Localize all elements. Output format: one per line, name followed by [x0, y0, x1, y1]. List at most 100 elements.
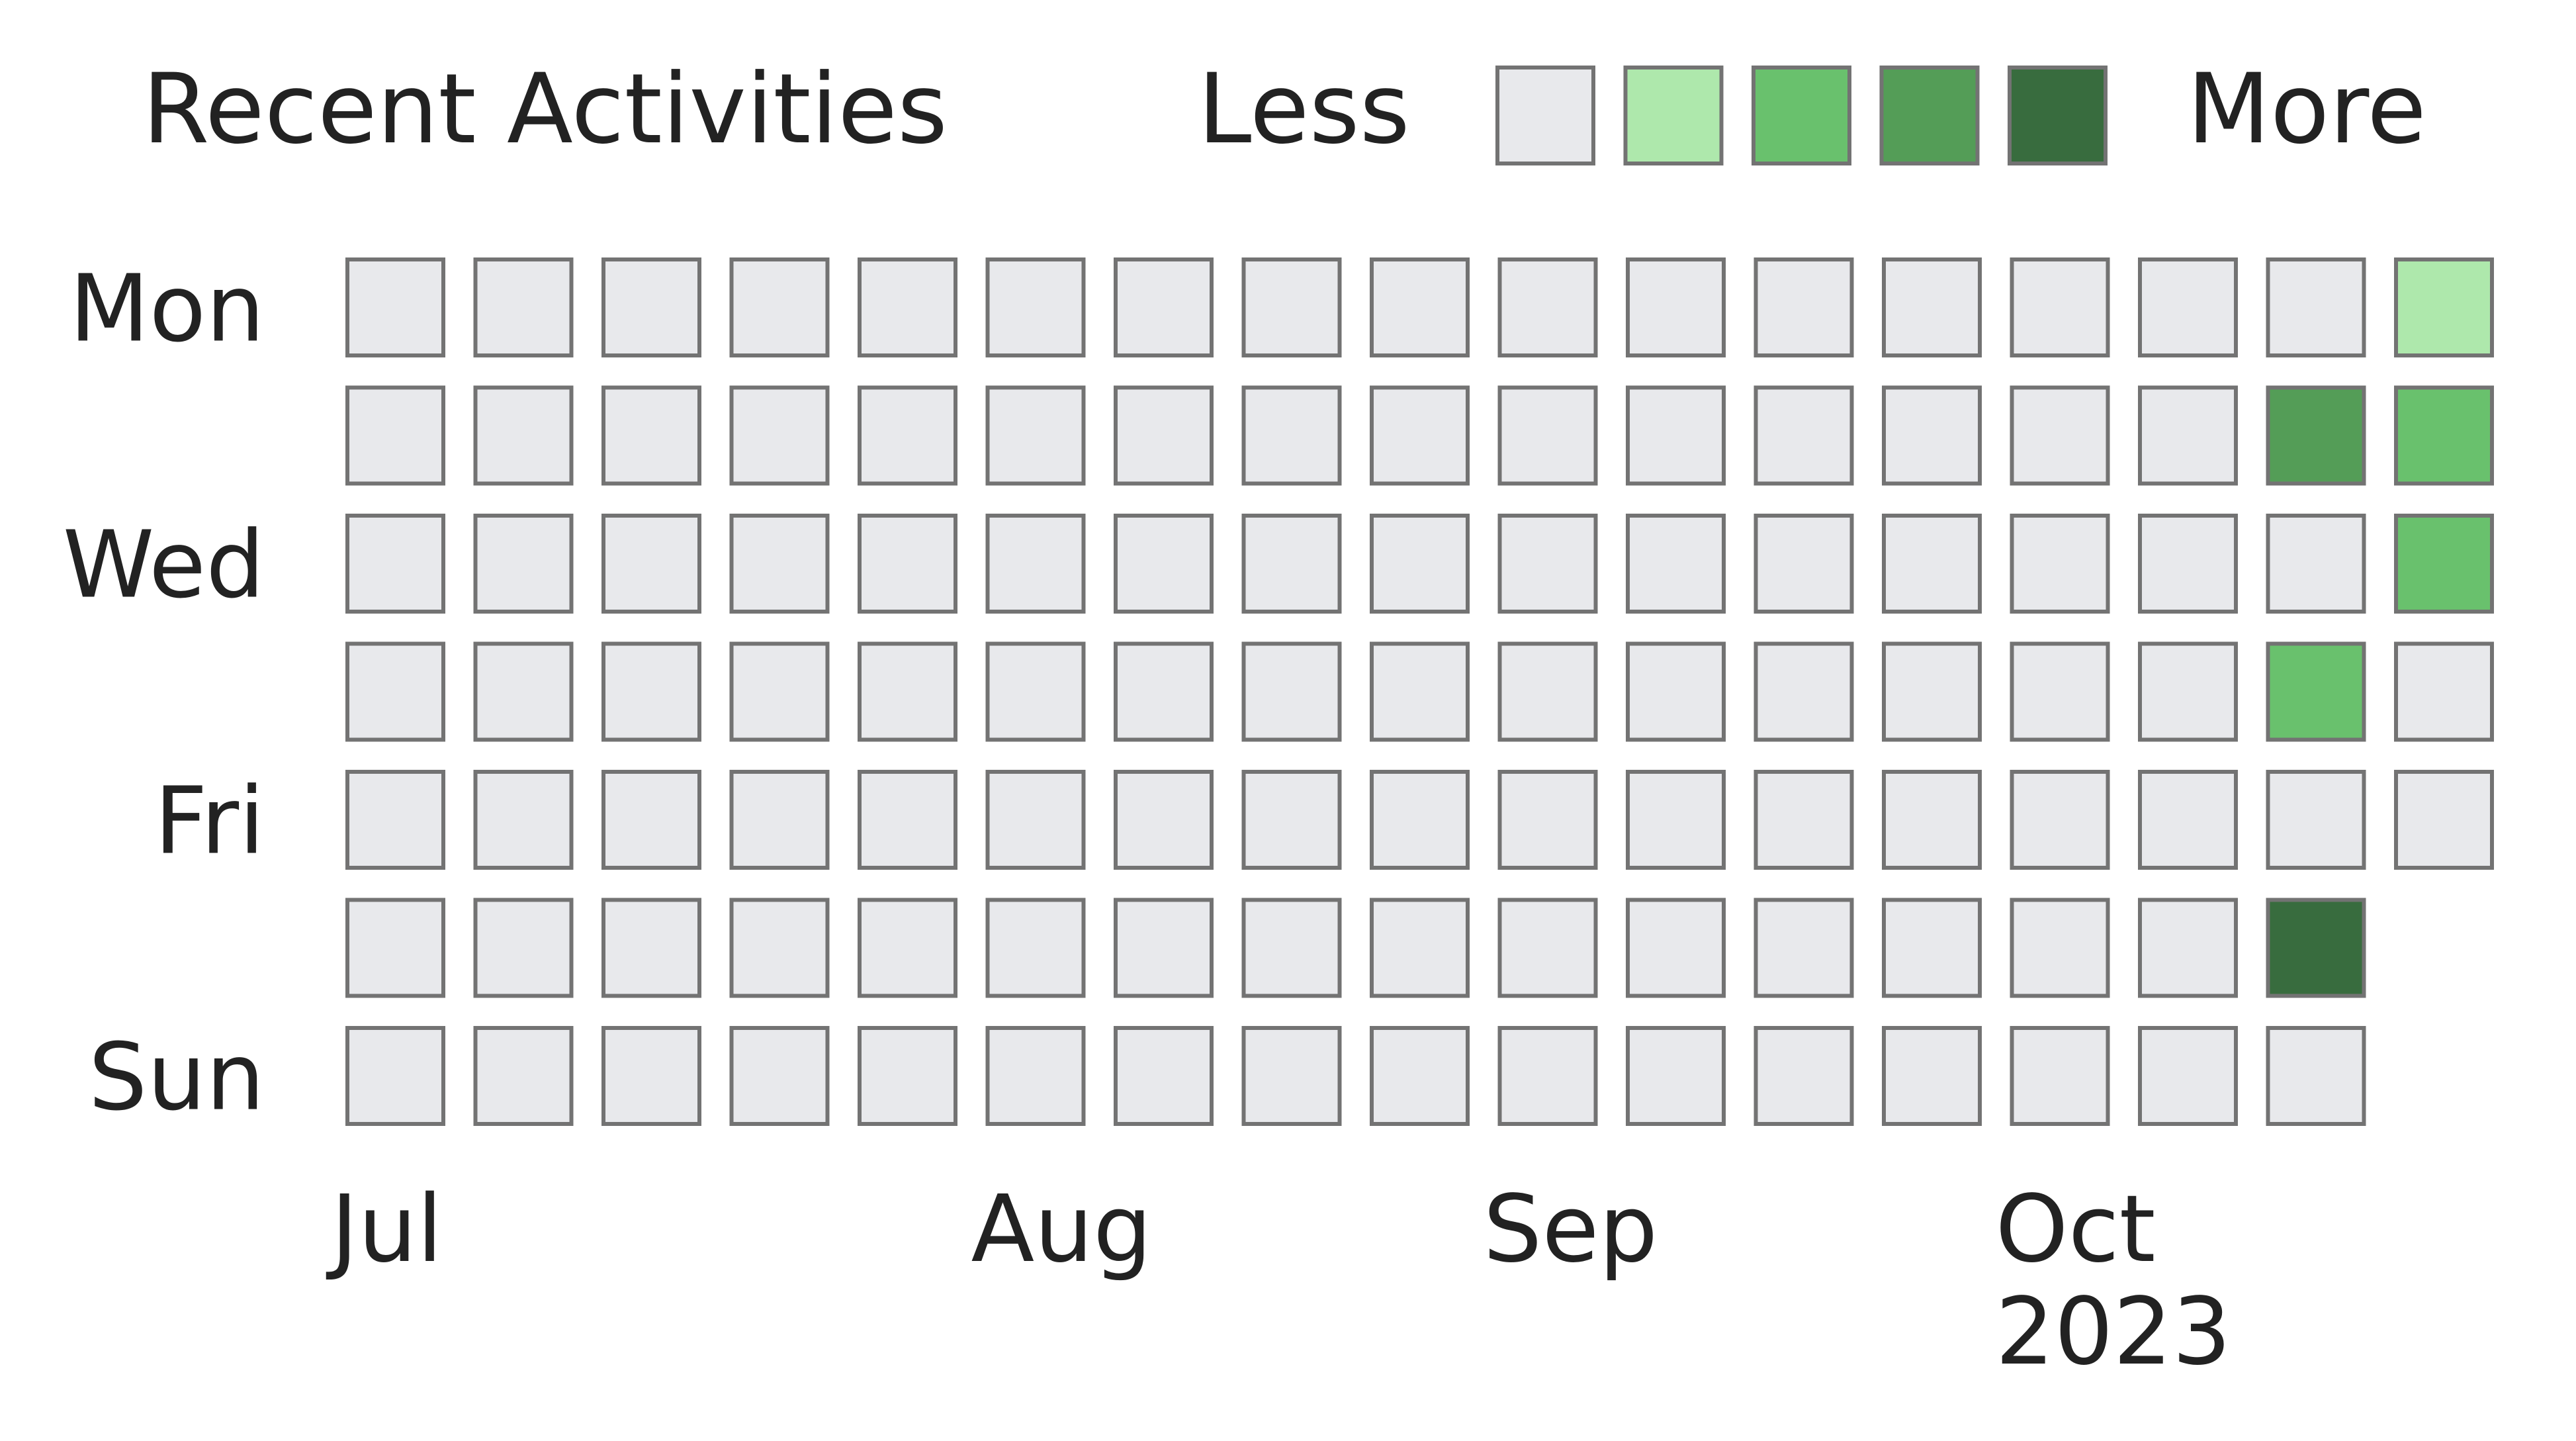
heatmap-cell: [2394, 514, 2494, 614]
heatmap-cell: [1626, 770, 1726, 870]
heatmap-cell: [2010, 641, 2110, 742]
heatmap-cell: [1497, 385, 1598, 486]
heatmap-cell: [1882, 385, 1982, 486]
heatmap-cell: [1370, 1026, 1470, 1126]
heatmap-cell: [2010, 514, 2110, 614]
heatmap-cell: [1882, 641, 1982, 742]
heatmap-cell: [2138, 641, 2238, 742]
heatmap-cell: [985, 641, 1086, 742]
legend-swatches: [1495, 66, 2108, 165]
heatmap-cell: [1626, 1026, 1726, 1126]
heatmap-cell: [858, 257, 957, 357]
heatmap-cell: [729, 898, 830, 998]
heatmap-cell: [858, 770, 957, 870]
legend-swatch: [1879, 66, 1980, 165]
heatmap-cell: [1114, 385, 1214, 486]
heatmap-cell: [601, 514, 701, 614]
heatmap-cell: [1626, 641, 1726, 742]
heatmap-cell: [1497, 257, 1598, 357]
heatmap-cell: [1241, 1026, 1342, 1126]
heatmap-cell: [729, 770, 830, 870]
heatmap-cell: [1241, 257, 1342, 357]
month-label: Jul: [326, 1176, 443, 1283]
heatmap-cell: [1114, 898, 1214, 998]
heatmap-cell: [1114, 257, 1214, 357]
heatmap-cell: [1754, 898, 1854, 998]
legend: Less More: [1198, 53, 2426, 165]
heatmap-cell: [345, 898, 445, 998]
heatmap-cell: [729, 514, 830, 614]
legend-more-label: More: [2187, 53, 2426, 165]
heatmap-cell: [473, 770, 574, 870]
month-label: Aug: [971, 1176, 1152, 1283]
heatmap-cell: [1497, 1026, 1598, 1126]
heatmap-cell: [1370, 385, 1470, 486]
heatmap-cell: [1114, 641, 1214, 742]
heatmap-cell: [2010, 257, 2110, 357]
heatmap-cell: [2266, 898, 2366, 998]
heatmap-cell: [1241, 770, 1342, 870]
heatmap-cell: [2010, 770, 2110, 870]
heatmap-cell: [473, 1026, 574, 1126]
weekday-label: Fri: [154, 768, 265, 876]
heatmap-cell: [601, 257, 701, 357]
heatmap-cell: [2138, 385, 2238, 486]
heatmap-cell: [1626, 514, 1726, 614]
heatmap-cell: [858, 385, 957, 486]
heatmap-cell: [601, 898, 701, 998]
heatmap-cell: [985, 1026, 1086, 1126]
heatmap-cell: [345, 257, 445, 357]
heatmap-cell: [729, 257, 830, 357]
heatmap-cell: [2266, 257, 2366, 357]
heatmap-cell: [1114, 1026, 1214, 1126]
heatmap-cell: [473, 641, 574, 742]
heatmap-cell: [1241, 385, 1342, 486]
heatmap-cell: [985, 514, 1086, 614]
heatmap-cell: [1114, 514, 1214, 614]
heatmap-cells: [345, 257, 2494, 1126]
heatmap-cell: [858, 898, 957, 998]
heatmap-cell: [858, 514, 957, 614]
chart-title: Recent Activities: [142, 53, 948, 165]
heatmap-cell: [2266, 641, 2366, 742]
heatmap-cell: [2010, 898, 2110, 998]
heatmap-cell: [2266, 1026, 2366, 1126]
heatmap-cell: [1754, 514, 1854, 614]
heatmap-cell: [1370, 770, 1470, 870]
heatmap-cell: [2266, 770, 2366, 870]
heatmap-cell: [2394, 641, 2494, 742]
heatmap-cell: [2010, 1026, 2110, 1126]
heatmap-cell: [2138, 770, 2238, 870]
heatmap-cell: [985, 257, 1086, 357]
month-label: Sep: [1484, 1176, 1658, 1283]
heatmap-cell: [345, 770, 445, 870]
heatmap-cell: [1370, 641, 1470, 742]
heatmap-cell: [2394, 770, 2494, 870]
heatmap-cell: [345, 641, 445, 742]
heatmap-cell: [729, 1026, 830, 1126]
heatmap-cell: [1497, 898, 1598, 998]
heatmap-cell: [1882, 770, 1982, 870]
weekday-label: Mon: [69, 256, 265, 363]
legend-swatch: [1752, 66, 1851, 165]
heatmap-cell: [1754, 1026, 1854, 1126]
heatmap-cell: [1882, 514, 1982, 614]
heatmap-cell: [345, 1026, 445, 1126]
legend-swatch: [2008, 66, 2108, 165]
heatmap-cell: [1754, 257, 1854, 357]
heatmap-cell: [985, 898, 1086, 998]
heatmap-cell: [1241, 641, 1342, 742]
heatmap-cell: [601, 385, 701, 486]
heatmap-cell: [1370, 514, 1470, 614]
heatmap-cell: [1497, 770, 1598, 870]
weekday-label: Sun: [89, 1024, 265, 1132]
heatmap-cell: [2266, 385, 2366, 486]
heatmap-cell: [473, 257, 574, 357]
heatmap-cell: [1882, 1026, 1982, 1126]
heatmap-cell: [1626, 257, 1726, 357]
heatmap-cell: [2138, 514, 2238, 614]
heatmap-cell: [2266, 514, 2366, 614]
month-label: Oct: [1996, 1176, 2156, 1283]
heatmap-cell: [2138, 257, 2238, 357]
